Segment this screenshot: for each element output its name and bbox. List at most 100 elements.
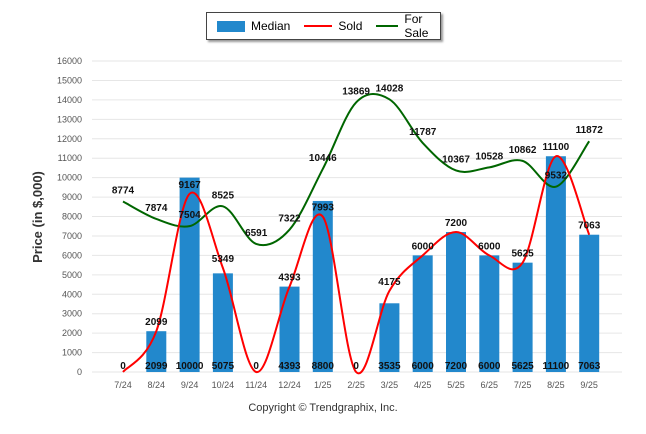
legend: Median Sold For Sale xyxy=(206,12,441,40)
for-sale-data-label: 10446 xyxy=(309,153,337,164)
median-data-label: 4393 xyxy=(278,361,301,372)
x-tick-label: 9/24 xyxy=(181,380,199,390)
y-tick-label: 1000 xyxy=(62,348,82,358)
x-tick-label: 1/25 xyxy=(314,380,332,390)
for-sale-data-label: 6591 xyxy=(245,228,268,239)
median-bar xyxy=(212,273,233,372)
for-sale-data-label: 7504 xyxy=(178,210,201,221)
legend-item-sold: Sold xyxy=(304,19,362,33)
for-sale-line xyxy=(122,92,591,247)
x-tick-label: 12/24 xyxy=(278,380,301,390)
x-tick-label: 8/24 xyxy=(148,380,166,390)
y-tick-label: 11000 xyxy=(58,153,82,163)
sold-data-label: 5349 xyxy=(212,254,235,265)
sold-data-label: 6000 xyxy=(478,241,501,252)
sold-data-label: 4175 xyxy=(378,277,401,288)
y-tick-label: 5000 xyxy=(62,270,82,280)
sold-data-label: 9167 xyxy=(178,180,201,191)
median-data-label: 5625 xyxy=(511,361,534,372)
legend-swatch-for-sale xyxy=(376,25,399,27)
median-data-label: 10000 xyxy=(176,361,204,372)
for-sale-data-label: 9532 xyxy=(545,171,568,182)
for-sale-data-label: 10367 xyxy=(442,154,470,165)
y-tick-label: 10000 xyxy=(57,173,82,183)
legend-item-median: Median xyxy=(217,19,290,33)
for-sale-data-label: 8525 xyxy=(212,190,235,201)
y-tick-label: 3000 xyxy=(62,309,82,319)
x-tick-label: 7/25 xyxy=(514,380,532,390)
x-tick-label: 3/25 xyxy=(381,380,399,390)
legend-label: For Sale xyxy=(404,12,429,40)
median-bar xyxy=(312,200,333,372)
for-sale-data-label: 10528 xyxy=(475,151,503,162)
x-tick-label: 6/25 xyxy=(481,380,499,390)
for-sale-data-label: 11787 xyxy=(409,127,437,138)
y-tick-label: 7000 xyxy=(62,231,82,241)
median-data-label: 0 xyxy=(253,361,259,372)
copyright: Copyright © Trendgraphix, Inc. xyxy=(248,402,398,414)
for-sale-data-label: 7322 xyxy=(278,214,301,225)
median-data-label: 3535 xyxy=(378,361,401,372)
for-sale-data-label: 10862 xyxy=(509,145,537,156)
median-data-label: 8800 xyxy=(312,361,335,372)
for-sale-data-label: 11872 xyxy=(576,125,604,136)
for-sale-data-label: 13869 xyxy=(342,86,370,97)
for-sale-data-label: 8774 xyxy=(112,185,135,196)
y-tick-label: 15000 xyxy=(57,75,82,85)
y-tick-label: 12000 xyxy=(57,134,82,144)
median-data-label: 6000 xyxy=(412,361,435,372)
y-tick-label: 13000 xyxy=(57,114,82,124)
y-tick-label: 4000 xyxy=(62,289,82,299)
sold-data-label: 7200 xyxy=(445,218,468,229)
legend-swatch-sold xyxy=(304,25,333,27)
sold-data-label: 5625 xyxy=(511,249,534,260)
y-tick-label: 6000 xyxy=(62,250,82,260)
median-data-label: 0 xyxy=(353,361,359,372)
sold-data-label: 4393 xyxy=(278,273,301,284)
y-tick-label: 2000 xyxy=(62,328,82,338)
median-bar xyxy=(379,303,400,372)
legend-label: Sold xyxy=(338,19,363,33)
x-tick-label: 11/24 xyxy=(245,380,267,390)
y-tick-label: 16000 xyxy=(57,56,82,66)
x-tick-label: 2/25 xyxy=(347,380,365,390)
median-bar xyxy=(179,177,200,372)
x-tick-label: 9/25 xyxy=(580,380,598,390)
median-bar xyxy=(545,156,566,372)
legend-item-for-sale: For Sale xyxy=(376,12,440,40)
for-sale-data-label: 7874 xyxy=(145,203,168,214)
y-tick-label: 8000 xyxy=(62,212,82,222)
median-bar xyxy=(412,255,433,372)
y-axis-label: Price (in $,000) xyxy=(30,171,45,263)
legend-swatch-median xyxy=(217,20,245,32)
sold-data-label: 7063 xyxy=(578,221,601,232)
median-bar xyxy=(479,255,500,372)
legend-label: Median xyxy=(251,19,291,33)
y-tick-label: 0 xyxy=(77,367,82,377)
sold-line xyxy=(122,155,591,375)
median-bar xyxy=(279,286,300,372)
median-data-label: 11100 xyxy=(543,361,570,372)
x-tick-label: 7/24 xyxy=(114,380,132,390)
sold-data-label: 11100 xyxy=(543,142,570,153)
y-tick-label: 14000 xyxy=(57,95,82,105)
y-tick-label: 9000 xyxy=(62,192,82,202)
sold-data-label: 2099 xyxy=(145,317,168,328)
median-data-label: 6000 xyxy=(478,361,501,372)
x-tick-label: 10/24 xyxy=(212,380,235,390)
sold-data-label: 6000 xyxy=(412,241,435,252)
median-bar xyxy=(512,262,533,372)
median-data-label: 2099 xyxy=(145,361,168,372)
median-data-label: 7063 xyxy=(578,361,601,372)
x-tick-label: 8/25 xyxy=(547,380,565,390)
median-data-label: 7200 xyxy=(445,361,468,372)
median-bar xyxy=(579,234,600,372)
x-tick-label: 5/25 xyxy=(447,380,465,390)
median-bar xyxy=(446,232,466,372)
median-data-label: 0 xyxy=(120,361,126,372)
median-data-label: 5075 xyxy=(212,361,235,372)
x-tick-label: 4/25 xyxy=(414,380,432,390)
sold-data-label: 7993 xyxy=(312,203,335,214)
